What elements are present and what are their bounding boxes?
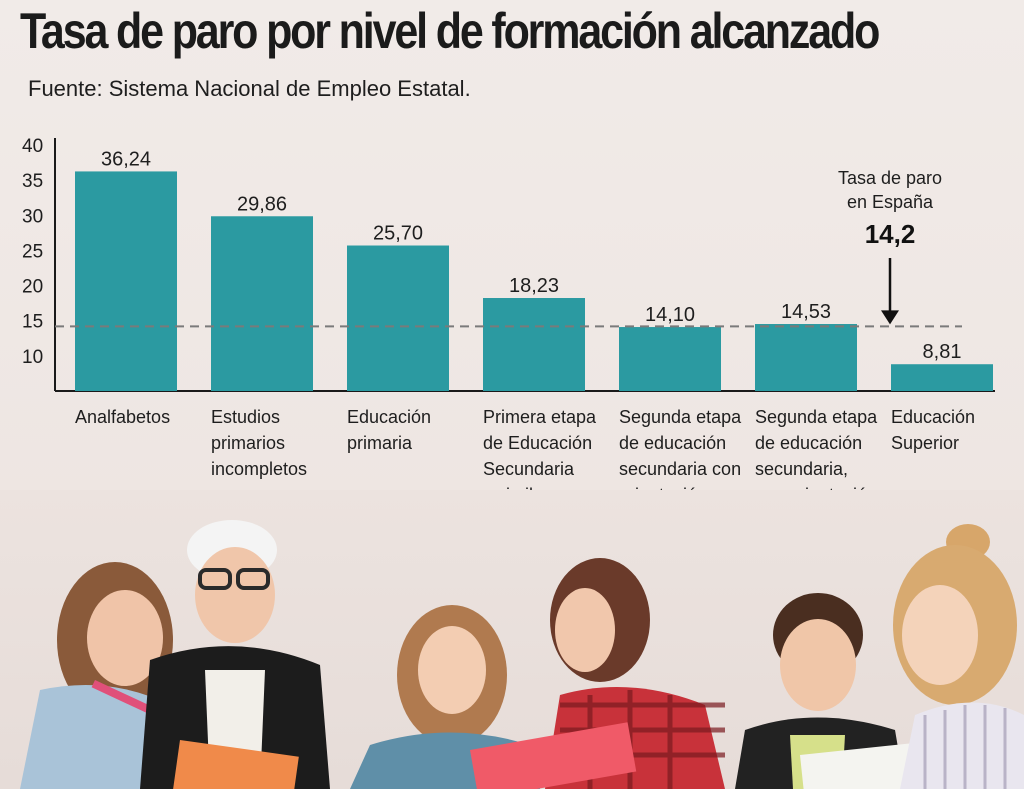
x-category-label: de educación (755, 433, 862, 453)
x-category-label: incompletos (211, 459, 307, 479)
bar (755, 324, 857, 391)
bar-value-label: 8,81 (923, 341, 962, 363)
x-category-label: Secundaria (483, 459, 575, 479)
bar-value-label: 29,86 (237, 193, 287, 215)
y-tick-label: 40 (22, 136, 43, 157)
y-tick-label: 15 (22, 312, 43, 333)
x-category-label: de Educación (483, 433, 592, 453)
x-category-label: Segunda etapa (755, 407, 878, 427)
bar-value-label: 18,23 (509, 275, 559, 297)
y-tick-label: 25 (22, 241, 43, 262)
annotation-value: 14,2 (865, 219, 916, 249)
bar-value-label: 14,53 (781, 301, 831, 323)
annotation-label: en España (847, 192, 934, 212)
x-category-label: Primera etapa (483, 407, 597, 427)
x-category-label: Analfabetos (75, 407, 170, 427)
bar-value-label: 25,70 (373, 223, 423, 245)
bar (347, 245, 449, 391)
x-category-label: Segunda etapa (619, 407, 742, 427)
x-category-label: Superior (891, 433, 959, 453)
bar (211, 216, 313, 391)
bar-value-label: 36,24 (101, 148, 151, 170)
x-category-label: primarios (211, 433, 285, 453)
x-category-label: secundaria, (755, 459, 848, 479)
x-category-label: Educación (347, 407, 431, 427)
students-photo (0, 490, 1024, 789)
chart-title: Tasa de paro por nivel de formación alca… (20, 3, 880, 59)
y-tick-label: 20 (22, 277, 43, 298)
bar (619, 327, 721, 391)
bar (891, 364, 993, 391)
bar-value-label: 14,10 (645, 304, 695, 326)
bar-chart: 10 15 20 25 30 35 40 36,24 Analfabetos 29,86 Estud… (22, 136, 995, 531)
bar (483, 298, 585, 391)
chart-source: Fuente: Sistema Nacional de Empleo Estat… (28, 76, 471, 101)
x-category-label: de educación (619, 433, 726, 453)
annotation-arrow-head (881, 310, 899, 325)
x-category-label: Estudios (211, 407, 280, 427)
bar (75, 171, 177, 391)
x-category-label: secundaria con (619, 459, 741, 479)
annotation-label: Tasa de paro (838, 168, 942, 188)
y-tick-label: 35 (22, 171, 43, 192)
x-category-label: primaria (347, 433, 413, 453)
y-tick-label: 30 (22, 206, 43, 227)
y-tick-label: 10 (22, 347, 43, 368)
x-category-label: Educación (891, 407, 975, 427)
